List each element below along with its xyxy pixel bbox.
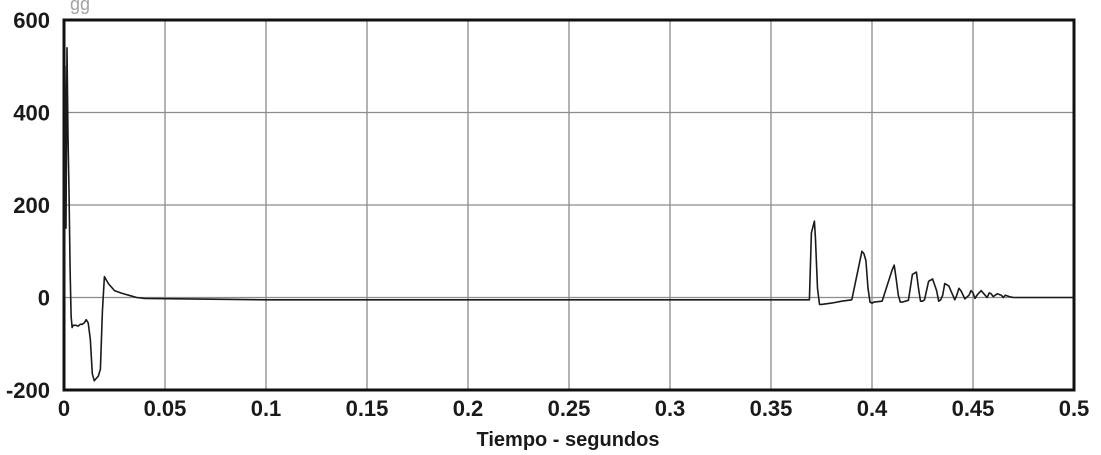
y-tick-label: 400 <box>13 101 50 126</box>
x-axis-label: Tiempo - segundos <box>477 429 660 450</box>
x-tick-label: 0.2 <box>453 396 484 421</box>
cropped-title-fragment: gg <box>70 0 91 14</box>
y-tick-label: 0 <box>38 286 50 311</box>
y-tick-label: -200 <box>6 378 50 403</box>
y-tick-label: 200 <box>13 193 50 218</box>
series-group <box>63 46 1074 382</box>
x-tick-label: 0.25 <box>548 396 591 421</box>
x-tick-label: 0.35 <box>750 396 793 421</box>
x-tick-label: 0.45 <box>952 396 995 421</box>
x-tick-label: 0.3 <box>655 396 686 421</box>
x-tick-label: 0.4 <box>857 396 888 421</box>
series-line-0 <box>63 46 1074 382</box>
grid-lines <box>64 20 1074 390</box>
x-tick-labels: 0 0.05 0.1 0.15 0.2 0.25 0.3 0.35 0.4 0.45 0.5 <box>58 396 1089 421</box>
y-tick-labels: -200 0 200 400 600 <box>6 8 50 403</box>
x-tick-label: 0.1 <box>251 396 282 421</box>
x-tick-label: 0.15 <box>346 396 389 421</box>
x-tick-label: 0.5 <box>1059 396 1090 421</box>
x-tick-label: 0 <box>58 396 70 421</box>
x-tick-label: 0.05 <box>144 396 187 421</box>
y-tick-label: 600 <box>13 8 50 33</box>
